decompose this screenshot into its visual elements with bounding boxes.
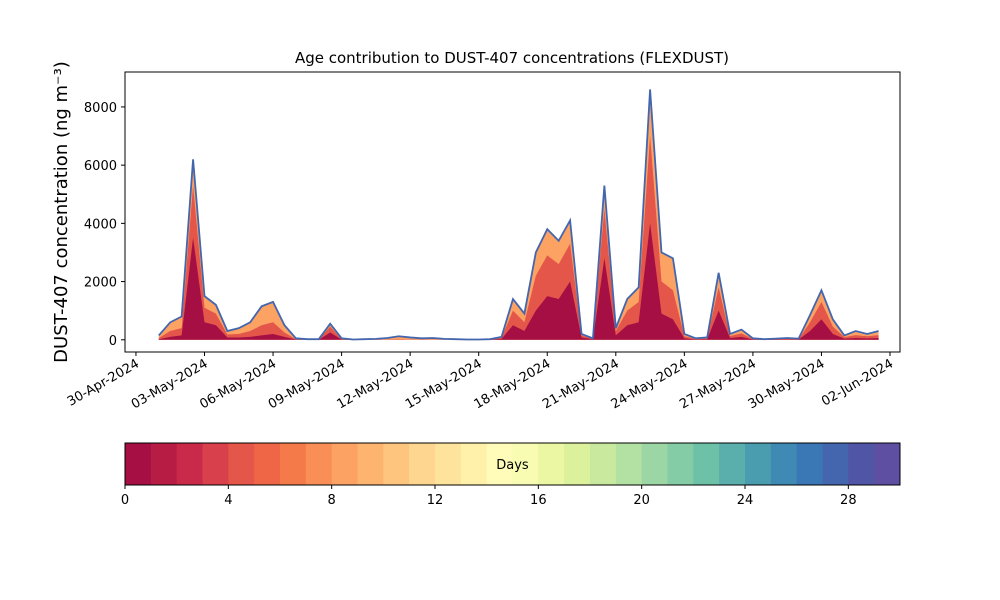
colorbar-tick-label: 16 xyxy=(530,493,547,508)
colorbar-tick-label: 4 xyxy=(224,493,232,508)
colorbar-bin xyxy=(848,443,875,485)
y-tick-label: 6000 xyxy=(84,159,117,174)
colorbar-bin xyxy=(770,443,798,485)
colorbar-bin xyxy=(150,443,178,485)
colorbar-bin xyxy=(693,443,720,485)
colorbar-tick-label: 12 xyxy=(427,493,444,508)
x-tick-label: 21-May-2024 xyxy=(540,356,622,412)
colorbar-bin xyxy=(641,443,668,485)
y-tick-label: 2000 xyxy=(84,276,117,291)
colorbar-tick-label: 20 xyxy=(633,493,650,508)
x-tick-label: 03-May-2024 xyxy=(129,356,211,412)
y-tick-label: 8000 xyxy=(84,101,117,116)
colorbar-bin xyxy=(512,443,539,485)
y-axis-label: DUST-407 concentration (ng m⁻³) xyxy=(51,61,72,363)
y-tick-label: 4000 xyxy=(84,217,117,232)
x-tick-label: 02-Jun-2024 xyxy=(819,356,896,409)
colorbar-bin xyxy=(590,443,617,485)
colorbar-bin xyxy=(228,443,255,485)
colorbar-bin xyxy=(615,443,643,485)
colorbar-bin xyxy=(874,443,901,485)
colorbar-bin xyxy=(331,443,358,485)
colorbar-bin xyxy=(176,443,203,485)
colorbar-bin xyxy=(538,443,565,485)
colorbar-frame xyxy=(124,442,901,486)
colorbar-bin xyxy=(280,443,307,485)
colorbar-label: Days xyxy=(496,458,529,473)
colorbar-bin xyxy=(409,443,436,485)
colorbar-tick-label: 28 xyxy=(840,493,857,508)
y-tick-label: 0 xyxy=(109,334,117,349)
colorbar-bin xyxy=(486,443,513,485)
colorbar-bin xyxy=(202,443,229,485)
total-outline xyxy=(158,89,879,341)
colorbar-tick-label: 0 xyxy=(121,493,129,508)
colorbar-bin xyxy=(719,443,746,485)
colorbar-bin xyxy=(745,443,772,485)
x-tick-label: 18-May-2024 xyxy=(472,356,554,412)
colorbar-bin xyxy=(564,443,591,485)
plot-frame xyxy=(124,71,901,353)
colorbar-tick-label: 24 xyxy=(737,493,754,508)
colorbar-bin xyxy=(357,443,384,485)
chart-title: Age contribution to DUST-407 concentrati… xyxy=(295,49,729,67)
x-tick-label: 06-May-2024 xyxy=(197,356,279,412)
x-tick-label: 15-May-2024 xyxy=(403,356,485,412)
x-tick-label: 12-May-2024 xyxy=(334,356,416,412)
colorbar-bin xyxy=(796,443,823,485)
colorbar-bin xyxy=(305,443,333,485)
colorbar-bin xyxy=(667,443,694,485)
colorbar-bin xyxy=(383,443,410,485)
colorbar-bin xyxy=(822,443,849,485)
colorbar-bin xyxy=(254,443,281,485)
colorbar-tick-label: 8 xyxy=(328,493,336,508)
x-tick-label: 27-May-2024 xyxy=(677,356,759,412)
x-tick-label: 24-May-2024 xyxy=(609,356,691,412)
area-band xyxy=(158,89,879,340)
colorbar-bin xyxy=(125,443,152,485)
x-tick-label: 30-May-2024 xyxy=(746,356,828,412)
colorbar-bin xyxy=(460,443,488,485)
x-tick-label: 09-May-2024 xyxy=(266,356,348,412)
colorbar-bin xyxy=(435,443,462,485)
